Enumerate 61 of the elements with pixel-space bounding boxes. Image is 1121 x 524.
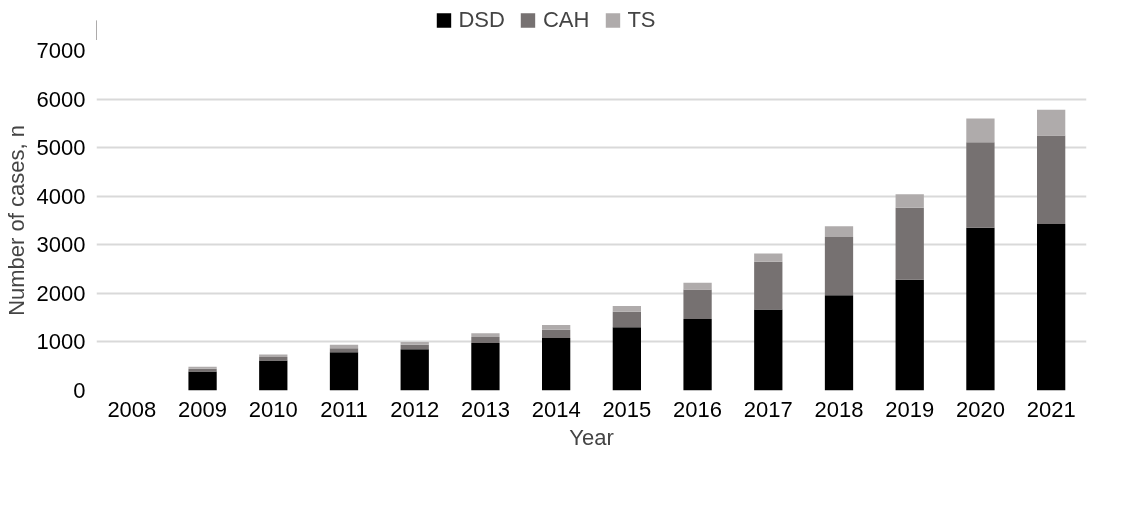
bar [188, 371, 217, 391]
x-tick-label: 2016 [673, 396, 723, 422]
x-tick-label: 2011 [320, 396, 368, 422]
bar [471, 333, 500, 338]
bar [1037, 223, 1066, 391]
y-tick-label: 2000 [36, 280, 86, 306]
bar [824, 295, 854, 391]
bar [824, 226, 854, 238]
bar [754, 309, 783, 391]
x-tick-label: 2017 [743, 396, 793, 422]
bar [612, 305, 641, 312]
y-tick-label: 6000 [36, 86, 86, 112]
bar [754, 261, 783, 310]
y-tick-label: 3000 [36, 232, 86, 258]
x-tick-label: 2015 [602, 396, 652, 422]
x-tick-label: 2009 [178, 396, 228, 422]
y-tick-label: 0 [73, 378, 86, 403]
x-tick-label: 2018 [814, 396, 864, 422]
bar [329, 352, 359, 391]
bar [542, 338, 571, 391]
bar [895, 279, 924, 391]
legend-label: TS [627, 7, 656, 33]
bar [966, 142, 995, 228]
bar [966, 118, 995, 143]
x-tick-label: 2012 [390, 396, 440, 422]
bar [542, 329, 571, 339]
x-tick-label: 2014 [531, 396, 581, 422]
bar [400, 349, 429, 391]
y-tick-label: 5000 [36, 135, 86, 161]
bar [683, 319, 712, 391]
bar [824, 237, 854, 296]
x-tick-label: 2020 [955, 396, 1005, 422]
x-tick-label: 2013 [460, 396, 510, 422]
x-tick-label: 2008 [107, 396, 157, 422]
y-tick-label: 4000 [36, 183, 86, 209]
bar [612, 327, 641, 391]
bar [1037, 109, 1066, 136]
bar [966, 227, 995, 391]
bar [895, 194, 924, 208]
y-tick-label: 1000 [36, 329, 86, 355]
y-tick-label: 7000 [36, 38, 86, 63]
bar [754, 253, 783, 262]
bar [895, 207, 924, 280]
bar [1037, 135, 1066, 224]
legend-label: CAH [542, 7, 590, 33]
bar [683, 282, 712, 290]
bar [612, 311, 641, 328]
bar [683, 289, 712, 320]
bar [329, 348, 359, 353]
x-tick-label: 2019 [885, 396, 935, 422]
legend-label: DSD [458, 7, 505, 33]
bar [471, 342, 500, 391]
x-tick-label: 2021 [1026, 396, 1076, 422]
bar [542, 324, 571, 330]
x-axis-title: Year [569, 424, 614, 450]
y-axis-title: Number of cases, n [3, 125, 29, 316]
x-tick-label: 2010 [248, 396, 298, 422]
bar [400, 341, 429, 345]
bar [259, 360, 288, 391]
bar [471, 337, 500, 343]
bar [400, 344, 429, 350]
